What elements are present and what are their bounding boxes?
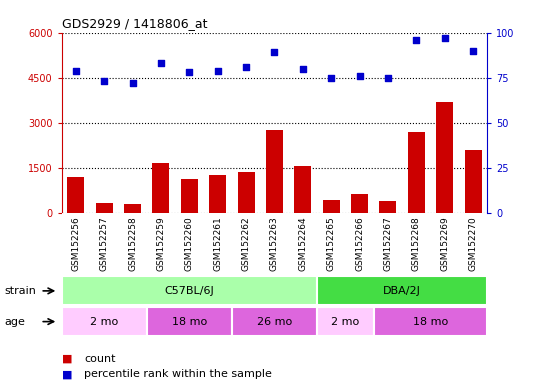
Text: GSM152259: GSM152259 <box>156 216 165 271</box>
Text: DBA/2J: DBA/2J <box>383 286 421 296</box>
Bar <box>379 201 396 213</box>
Text: GSM152256: GSM152256 <box>71 216 80 271</box>
Point <box>213 68 222 74</box>
Point <box>100 78 109 84</box>
Text: percentile rank within the sample: percentile rank within the sample <box>84 369 272 379</box>
Bar <box>62 307 147 336</box>
Bar <box>374 307 487 336</box>
Text: count: count <box>84 354 115 364</box>
Text: GSM152267: GSM152267 <box>384 216 393 271</box>
Bar <box>351 194 368 213</box>
Point <box>469 48 478 54</box>
Bar <box>317 276 487 305</box>
Text: 2 mo: 2 mo <box>90 316 118 327</box>
Text: GDS2929 / 1418806_at: GDS2929 / 1418806_at <box>62 17 207 30</box>
Bar <box>408 132 425 213</box>
Bar <box>209 175 226 213</box>
Point <box>128 80 137 86</box>
Text: 2 mo: 2 mo <box>331 316 360 327</box>
Bar <box>147 307 232 336</box>
Bar <box>124 204 141 213</box>
Text: GSM152263: GSM152263 <box>270 216 279 271</box>
Text: GSM152262: GSM152262 <box>241 216 250 271</box>
Bar <box>294 167 311 213</box>
Bar <box>67 177 85 213</box>
Text: 18 mo: 18 mo <box>413 316 448 327</box>
Bar <box>237 172 255 213</box>
Text: C57BL/6J: C57BL/6J <box>165 286 214 296</box>
Text: GSM152261: GSM152261 <box>213 216 222 271</box>
Text: GSM152269: GSM152269 <box>440 216 449 271</box>
Point <box>384 74 393 81</box>
Text: GSM152265: GSM152265 <box>326 216 335 271</box>
Text: GSM152268: GSM152268 <box>412 216 421 271</box>
Bar <box>436 102 453 213</box>
Text: ■: ■ <box>62 369 72 379</box>
Text: age: age <box>4 316 25 327</box>
Text: 18 mo: 18 mo <box>172 316 207 327</box>
Point <box>412 37 421 43</box>
Bar <box>181 179 198 213</box>
Bar <box>152 164 170 213</box>
Text: GSM152257: GSM152257 <box>100 216 109 271</box>
Point <box>71 68 80 74</box>
Point <box>270 50 279 56</box>
Text: ■: ■ <box>62 354 72 364</box>
Point <box>355 73 364 79</box>
Bar <box>96 204 113 213</box>
Text: GSM152260: GSM152260 <box>185 216 194 271</box>
Text: GSM152264: GSM152264 <box>298 216 307 271</box>
Text: GSM152258: GSM152258 <box>128 216 137 271</box>
Text: GSM152266: GSM152266 <box>355 216 364 271</box>
Point <box>185 69 194 75</box>
Point <box>156 60 165 66</box>
Point <box>440 35 449 41</box>
Text: 26 mo: 26 mo <box>257 316 292 327</box>
Bar <box>464 150 482 213</box>
Text: strain: strain <box>4 286 36 296</box>
Point <box>326 74 335 81</box>
Bar <box>232 307 317 336</box>
Point <box>298 66 307 72</box>
Bar <box>62 276 317 305</box>
Bar <box>266 131 283 213</box>
Bar <box>323 200 340 213</box>
Text: GSM152270: GSM152270 <box>469 216 478 271</box>
Bar <box>317 307 374 336</box>
Point <box>241 64 250 70</box>
